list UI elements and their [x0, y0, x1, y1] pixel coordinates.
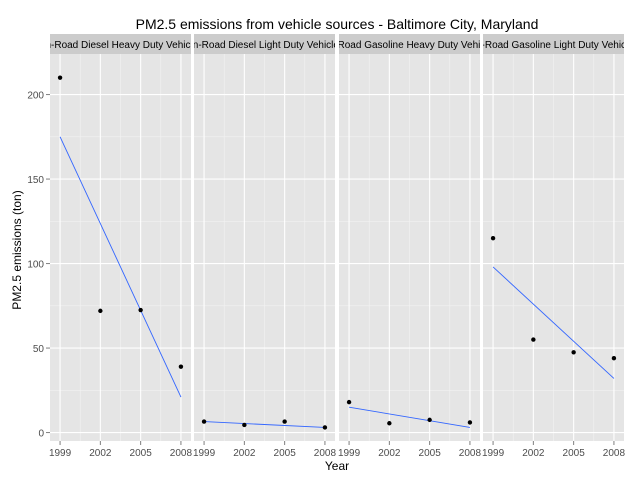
data-point — [242, 422, 247, 428]
facet-panel: On-Road Diesel Heavy Duty Vehicles — [38, 34, 204, 441]
x-tick-label: 1999 — [193, 448, 216, 459]
y-tick-label: 100 — [27, 260, 44, 271]
data-point — [282, 419, 287, 424]
trend-line — [492, 266, 615, 379]
facet-strip-label: On-Road Gasoline Light Duty Vehicles — [468, 40, 639, 51]
data-point — [178, 364, 184, 369]
x-tick-label: 1999 — [49, 448, 72, 459]
panels-layer: On-Road Diesel Heavy Duty VehiclesOn-Roa… — [38, 34, 639, 441]
data-point — [571, 350, 576, 355]
x-tick-label: 2005 — [419, 448, 442, 459]
y-tick-label: 50 — [33, 344, 45, 355]
x-axis-label: Year — [325, 459, 349, 473]
data-point — [138, 307, 143, 313]
trend-line — [204, 421, 325, 428]
facet-strip — [339, 34, 480, 54]
y-tick-label: 200 — [27, 91, 44, 102]
y-axis-label: PM2.5 emissions (ton) — [10, 190, 24, 309]
data-point — [57, 75, 63, 80]
x-tick-label: 2005 — [563, 448, 586, 459]
data-point — [611, 355, 617, 361]
facet-panel: On-Road Gasoline Heavy Duty Vehicles — [321, 34, 498, 441]
data-point — [467, 420, 473, 425]
data-point — [490, 236, 496, 241]
x-tick-label: 2008 — [314, 448, 337, 459]
x-tick-label: 1999 — [482, 448, 505, 459]
y-tick-label: 150 — [27, 175, 44, 186]
data-point — [387, 421, 392, 426]
x-tick-label: 2002 — [522, 448, 545, 459]
data-point — [427, 417, 432, 423]
facet-strip — [483, 34, 624, 54]
facet-strip — [194, 34, 335, 54]
data-point — [346, 399, 352, 405]
facet-panel: On-Road Gasoline Light Duty Vehicles — [468, 34, 639, 441]
trend-line — [348, 406, 471, 428]
x-tick-label: 2002 — [378, 448, 401, 459]
trend-line — [59, 136, 182, 398]
x-tick-label: 2002 — [89, 448, 112, 459]
facet-strip-label: On-Road Diesel Heavy Duty Vehicles — [38, 40, 204, 51]
data-point — [201, 419, 207, 424]
x-tick-label: 2002 — [233, 448, 256, 459]
x-tick-label: 2008 — [459, 448, 482, 459]
chart-title: PM2.5 emissions from vehicle sources - B… — [136, 16, 539, 32]
facet-strip-label: On-Road Gasoline Heavy Duty Vehicles — [321, 40, 498, 51]
x-tick-label: 2005 — [130, 448, 153, 459]
x-tick-label: 2005 — [274, 448, 297, 459]
facet-strip — [50, 34, 191, 54]
data-point — [98, 308, 103, 314]
facet-panel: On-Road Diesel Light Duty Vehicles — [185, 34, 344, 441]
x-tick-label: 1999 — [338, 448, 361, 459]
y-tick-label: 0 — [38, 429, 44, 440]
y-axis: 0 50 100 150 200 — [27, 91, 50, 440]
x-axis: 1999 2002 2005 2008 1999 2002 2005 2008 1999 2002… — [49, 441, 626, 459]
x-tick-label: 2008 — [603, 448, 626, 459]
facet-strip-label: On-Road Diesel Light Duty Vehicles — [185, 40, 344, 51]
data-point — [531, 337, 536, 342]
x-tick-label: 2008 — [170, 448, 193, 459]
data-point — [322, 425, 328, 430]
